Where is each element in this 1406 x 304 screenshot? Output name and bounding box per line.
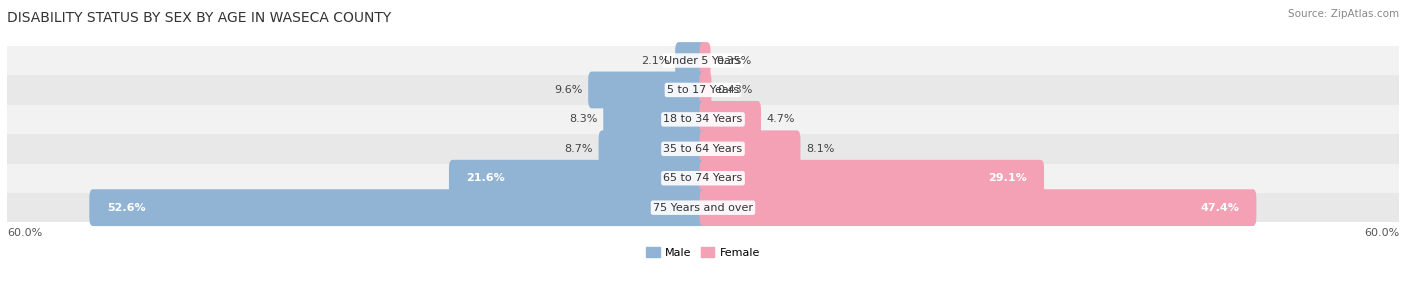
Bar	[7, 164, 1399, 193]
Text: 4.7%: 4.7%	[766, 114, 796, 124]
FancyBboxPatch shape	[700, 42, 710, 79]
FancyBboxPatch shape	[90, 189, 706, 226]
Legend: Male, Female: Male, Female	[641, 242, 765, 262]
Bar	[7, 134, 1399, 164]
Text: 8.3%: 8.3%	[569, 114, 598, 124]
Text: DISABILITY STATUS BY SEX BY AGE IN WASECA COUNTY: DISABILITY STATUS BY SEX BY AGE IN WASEC…	[7, 11, 391, 25]
Text: 2.1%: 2.1%	[641, 56, 669, 65]
Bar	[7, 105, 1399, 134]
Text: 29.1%: 29.1%	[988, 173, 1026, 183]
FancyBboxPatch shape	[588, 71, 706, 108]
Bar	[7, 75, 1399, 105]
Text: 0.35%: 0.35%	[716, 56, 752, 65]
Text: 35 to 64 Years: 35 to 64 Years	[664, 144, 742, 154]
FancyBboxPatch shape	[700, 71, 711, 108]
Text: 21.6%: 21.6%	[467, 173, 505, 183]
FancyBboxPatch shape	[700, 189, 1257, 226]
Text: Source: ZipAtlas.com: Source: ZipAtlas.com	[1288, 9, 1399, 19]
Text: 18 to 34 Years: 18 to 34 Years	[664, 114, 742, 124]
FancyBboxPatch shape	[599, 130, 706, 167]
Bar	[7, 193, 1399, 223]
Text: 5 to 17 Years: 5 to 17 Years	[666, 85, 740, 95]
Text: 0.43%: 0.43%	[717, 85, 752, 95]
FancyBboxPatch shape	[603, 101, 706, 138]
FancyBboxPatch shape	[700, 101, 761, 138]
Text: 60.0%: 60.0%	[1364, 228, 1399, 238]
Text: 52.6%: 52.6%	[107, 203, 145, 213]
FancyBboxPatch shape	[675, 42, 706, 79]
Text: 8.7%: 8.7%	[564, 144, 593, 154]
Text: 8.1%: 8.1%	[806, 144, 835, 154]
Text: 65 to 74 Years: 65 to 74 Years	[664, 173, 742, 183]
Text: 47.4%: 47.4%	[1201, 203, 1239, 213]
FancyBboxPatch shape	[700, 130, 800, 167]
Text: Under 5 Years: Under 5 Years	[665, 56, 741, 65]
Bar	[7, 46, 1399, 75]
FancyBboxPatch shape	[449, 160, 706, 197]
Text: 75 Years and over: 75 Years and over	[652, 203, 754, 213]
FancyBboxPatch shape	[700, 160, 1045, 197]
Text: 9.6%: 9.6%	[554, 85, 582, 95]
Text: 60.0%: 60.0%	[7, 228, 42, 238]
